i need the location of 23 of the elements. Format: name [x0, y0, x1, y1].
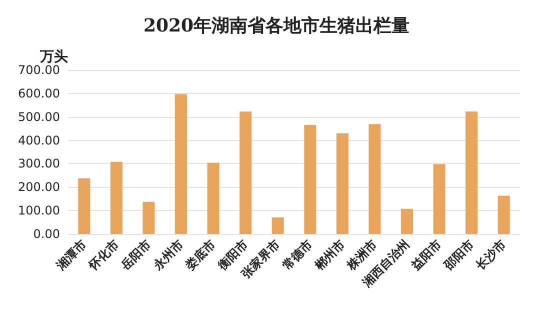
bar — [401, 208, 413, 234]
y-tick-label: 600.00 — [18, 86, 60, 100]
bar — [272, 217, 284, 234]
bar — [175, 94, 187, 234]
y-tick-label: 100.00 — [18, 204, 60, 218]
bar — [110, 162, 122, 234]
bar — [466, 111, 478, 234]
bar — [142, 202, 155, 234]
chart-title: 2020年湖南省各地市生猪出栏量 — [143, 16, 410, 36]
bar — [78, 178, 90, 234]
y-tick-label: 700.00 — [18, 63, 60, 77]
y-tick-label: 400.00 — [18, 133, 60, 148]
bar — [498, 196, 510, 234]
y-tick-label: 300.00 — [18, 156, 60, 171]
y-tick-label: 200.00 — [18, 180, 60, 194]
bar — [433, 164, 446, 234]
bar — [240, 111, 252, 234]
bar — [304, 125, 316, 234]
bar — [368, 124, 381, 234]
bar — [207, 162, 220, 234]
y-tick-label: 500.00 — [18, 110, 60, 124]
y-axis-title: 万头 — [39, 49, 68, 65]
bar — [336, 133, 348, 234]
